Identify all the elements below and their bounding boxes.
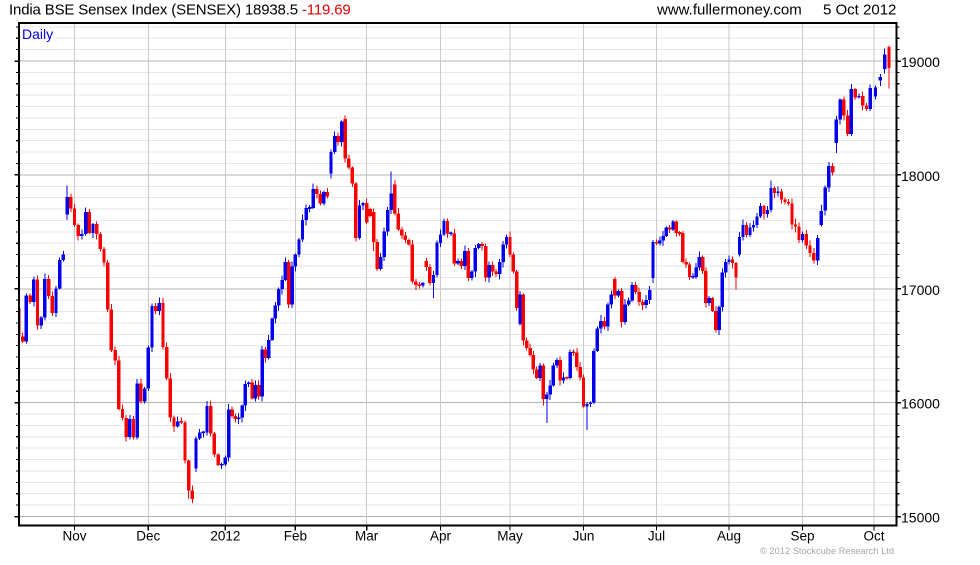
svg-text:Nov: Nov — [62, 529, 86, 544]
svg-text:Jun: Jun — [573, 529, 595, 544]
svg-text:Apr: Apr — [430, 529, 452, 544]
svg-text:Dec: Dec — [136, 529, 160, 544]
svg-text:17000: 17000 — [901, 282, 940, 298]
svg-text:16000: 16000 — [901, 396, 940, 412]
svg-text:Mar: Mar — [355, 529, 379, 544]
svg-text:© 2012 Stockcube Research Ltd: © 2012 Stockcube Research Ltd — [760, 546, 894, 556]
svg-text:Daily: Daily — [22, 26, 53, 42]
svg-text:15000: 15000 — [901, 510, 940, 526]
svg-text:Jul: Jul — [648, 529, 665, 544]
svg-text:www.fullermoney.com: www.fullermoney.com — [656, 2, 802, 19]
svg-text:Aug: Aug — [717, 529, 741, 544]
svg-text:May: May — [497, 529, 523, 544]
svg-text:5 Oct 2012: 5 Oct 2012 — [823, 2, 896, 19]
svg-text:Oct: Oct — [863, 529, 884, 544]
svg-text:19000: 19000 — [901, 54, 940, 70]
svg-text:18000: 18000 — [901, 168, 940, 184]
svg-text:2012: 2012 — [210, 529, 240, 544]
svg-text:India BSE Sensex Index (SENSEX: India BSE Sensex Index (SENSEX) 18938.5 … — [9, 2, 351, 19]
svg-text:Sep: Sep — [790, 529, 814, 544]
svg-text:Feb: Feb — [284, 529, 307, 544]
